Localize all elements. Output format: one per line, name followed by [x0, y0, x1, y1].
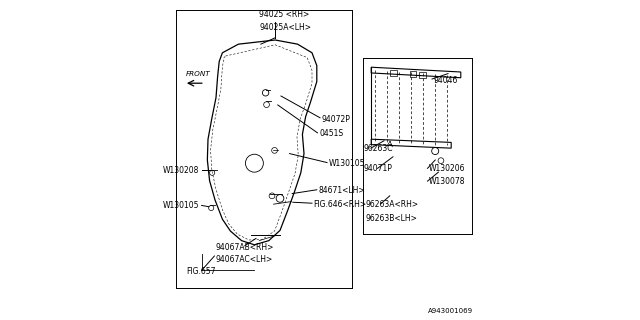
Text: 96263A<RH>: 96263A<RH>	[365, 200, 419, 209]
Text: 94067AC<LH>: 94067AC<LH>	[216, 255, 273, 264]
Text: FIG.657: FIG.657	[186, 267, 216, 276]
Text: 94067AB<RH>: 94067AB<RH>	[216, 243, 275, 252]
Text: W130208: W130208	[163, 166, 200, 175]
Text: 94025 <RH>: 94025 <RH>	[259, 10, 310, 19]
Text: W130206: W130206	[429, 164, 465, 173]
Text: 94072P: 94072P	[322, 115, 351, 124]
Text: W130105: W130105	[329, 159, 365, 168]
Text: FIG.646<RH>: FIG.646<RH>	[314, 200, 367, 209]
Text: 0451S: 0451S	[319, 129, 343, 138]
Text: A943001069: A943001069	[428, 308, 473, 314]
Text: 94046: 94046	[433, 76, 458, 84]
Text: 94071P: 94071P	[364, 164, 393, 173]
Text: W130105: W130105	[163, 201, 200, 210]
Text: 96263B<LH>: 96263B<LH>	[365, 214, 417, 223]
Text: 94025A<LH>: 94025A<LH>	[259, 23, 311, 32]
Text: 84671<LH>: 84671<LH>	[319, 186, 365, 195]
Text: FRONT: FRONT	[186, 71, 211, 77]
Text: 96263C: 96263C	[364, 144, 394, 153]
Text: W130078: W130078	[429, 177, 465, 186]
